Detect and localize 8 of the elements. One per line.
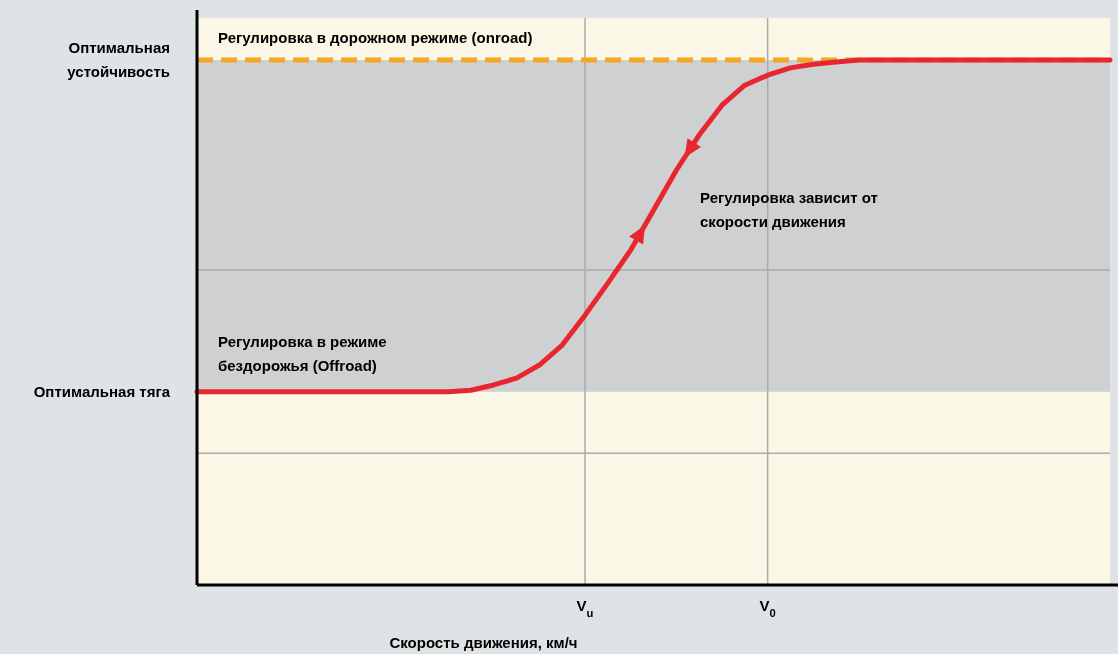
annotation: Регулировка в режиме бездорожья (Offroad) bbox=[218, 333, 387, 374]
text: Оптимальная тяга bbox=[33, 383, 171, 400]
text: Регулировка в дорожном режиме (onroad) bbox=[218, 29, 533, 46]
x-tick-label: V$_{0}$ bbox=[759, 597, 776, 619]
text: Оптимальная устойчивость bbox=[67, 39, 170, 80]
x-axis-title: Скорость движения, км/ч bbox=[389, 634, 578, 651]
x-tick-label: V$_{u}$ bbox=[576, 597, 594, 619]
annotation: Регулировка зависит от скорости движения bbox=[700, 189, 878, 230]
